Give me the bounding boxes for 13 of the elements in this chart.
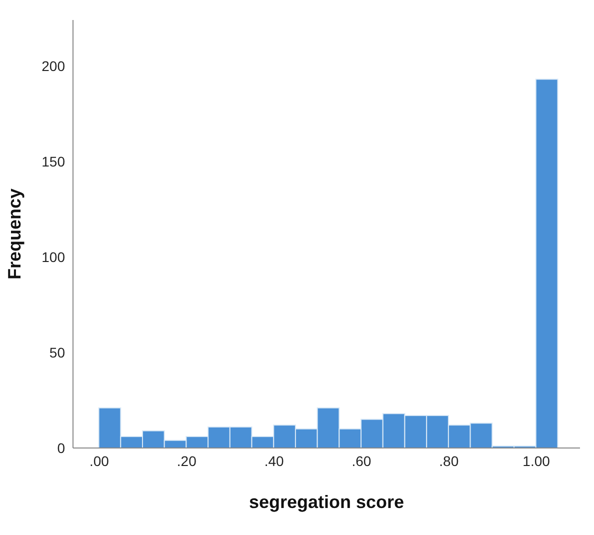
x-tick-label: .00 (89, 452, 110, 469)
y-tick-label: 50 (49, 344, 66, 360)
y-tick-label: 200 (42, 58, 66, 74)
y-tick-label: 100 (42, 248, 66, 265)
y-tick-label: 150 (42, 153, 66, 170)
x-axis-title: segregation score (248, 492, 404, 512)
x-tick-label: 1.00 (522, 452, 550, 469)
x-tick-label: .40 (264, 452, 284, 469)
x-tick-label: .60 (352, 452, 372, 469)
x-tick-label: .80 (439, 452, 459, 469)
y-axis-title: Frequency (4, 188, 24, 280)
y-tick-label: 0 (57, 440, 66, 456)
x-tick-label: .20 (176, 452, 197, 469)
